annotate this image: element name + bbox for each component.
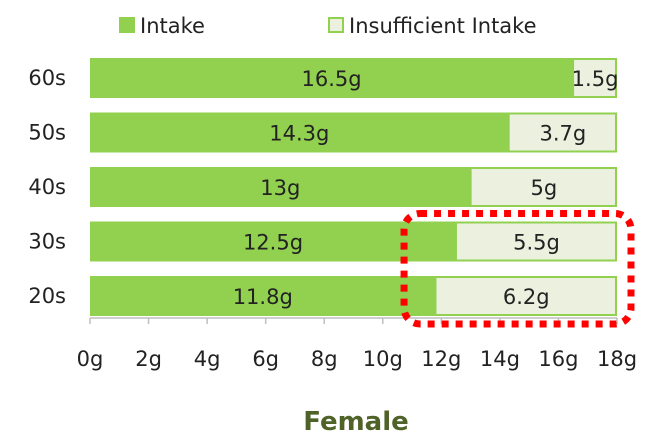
x-tick-label: 16g [538,347,578,371]
category-label-20s: 20s [28,284,66,308]
bar-insufficient-20s [434,276,617,316]
bar-intake-20s [90,276,436,316]
x-tick-label: 4g [194,347,221,371]
data-label-intake-40s: 13g [260,176,300,200]
bar-insufficient-40s [469,167,617,207]
bar-intake-40s [90,167,471,207]
data-label-insufficient-50s: 3.7g [539,122,586,146]
data-label-intake-20s: 11.8g [233,285,293,309]
bar-insufficient-30s [454,221,617,262]
data-label-insufficient-60s: 1.5g [572,67,619,91]
data-label-insufficient-30s: 5.5g [513,231,560,255]
x-tick-label: 14g [480,347,520,371]
bar-intake-60s [90,58,574,98]
legend-swatch-insufficient-intake [328,17,344,33]
legend-label-insufficient-intake: Insufficient Intake [349,14,537,38]
bar-insufficient-50s [507,112,617,153]
x-tick-label: 6g [252,347,279,371]
bar-intake-50s [90,112,509,153]
data-label-intake-50s: 14.3g [269,122,329,146]
bar-insufficient-60s [572,58,617,98]
category-label-50s: 50s [28,121,66,145]
x-tick-label: 12g [421,347,461,371]
plot-area: 60s 16.5g 1.5g 50s 14.3g 3.7g 40s 13g 5g 30s 12.5g… [28,58,637,371]
x-tick-label: 2g [135,347,162,371]
x-tick-label: 10g [363,347,403,371]
chart-title: Female [303,407,409,437]
category-label-60s: 60s [28,66,66,90]
category-label-30s: 30s [28,230,66,254]
highlight-box [400,210,635,328]
bar-intake-30s [90,221,456,262]
legend: Intake Insufficient Intake [119,14,537,38]
legend-swatch-intake [119,17,135,33]
x-tick-label: 18g [597,347,637,371]
data-label-insufficient-20s: 6.2g [503,285,550,309]
category-label-40s: 40s [28,175,66,199]
x-tick-label: 8g [311,347,338,371]
legend-label-intake: Intake [140,14,205,38]
data-label-intake-30s: 12.5g [243,231,303,255]
data-label-intake-60s: 16.5g [301,67,361,91]
x-tick-label: 0g [77,347,104,371]
data-label-insufficient-40s: 5g [530,176,557,200]
